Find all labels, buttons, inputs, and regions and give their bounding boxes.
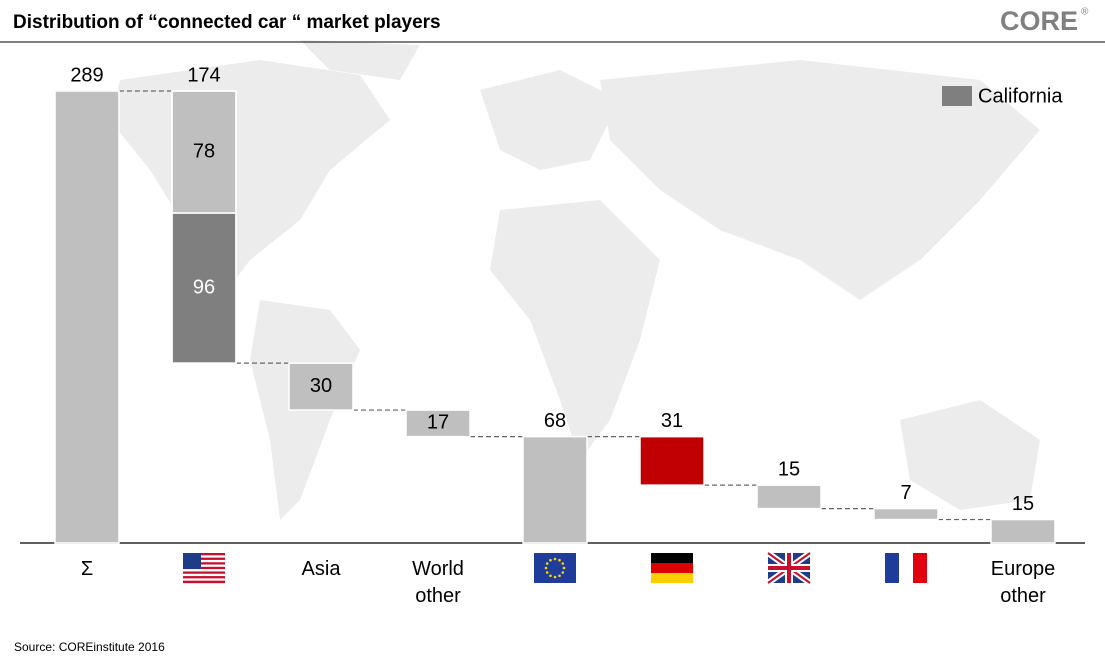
flag-part: [183, 559, 225, 563]
flag-part: [183, 557, 225, 561]
flag: [651, 553, 693, 583]
bar-segment: [171, 90, 237, 214]
flag-part: [768, 566, 810, 570]
value-label: 15: [1012, 493, 1034, 515]
bar: [990, 518, 1056, 544]
flag-part: [651, 553, 693, 563]
flag: [183, 553, 225, 584]
bar: [54, 90, 120, 544]
flag-part: [558, 574, 561, 578]
value-label: 7: [900, 482, 911, 504]
bar: [171, 90, 237, 364]
value-label: 30: [310, 375, 332, 397]
flag-part: [183, 553, 225, 556]
flag-part: [553, 557, 557, 561]
category-label: Σ: [80, 558, 94, 580]
flag-part: [899, 553, 913, 583]
legend-label: California: [978, 85, 1063, 107]
source: Source: COREinstitute 2016: [14, 640, 165, 654]
bar: [288, 362, 354, 411]
flag-part: [183, 562, 225, 565]
value-label: 31: [661, 410, 683, 432]
flag: [534, 553, 576, 583]
flag-part: [183, 580, 225, 584]
flag-part: [549, 558, 552, 562]
bar: [873, 507, 939, 521]
legend-swatch: [942, 86, 972, 106]
flag-part: [183, 555, 225, 558]
flag: [885, 553, 927, 583]
logo: CORE: [1000, 6, 1078, 36]
flag-part: [553, 575, 557, 579]
value-label: 17: [427, 412, 449, 434]
value-label: 68: [544, 410, 566, 432]
title: Distribution of “connected car “ market …: [13, 12, 441, 33]
flag-part: [561, 562, 565, 565]
category-label: Asia: [301, 558, 341, 580]
bar: [522, 435, 588, 544]
flag-part: [183, 578, 225, 581]
flag-part: [562, 566, 566, 570]
segment-label: 78: [193, 140, 215, 162]
flag-part: [913, 553, 927, 583]
flag-part: [183, 573, 225, 577]
value-label: 15: [778, 458, 800, 480]
flag-part: [183, 564, 225, 568]
flag-part: [544, 566, 548, 570]
flag-part: [545, 571, 549, 574]
flag-part: [549, 574, 552, 578]
flag: [766, 550, 812, 586]
segment-label: 96: [193, 276, 215, 298]
flag-part: [183, 566, 225, 570]
flag-part: [558, 558, 561, 562]
flag-part: [183, 569, 225, 572]
flag-part: [545, 562, 549, 565]
value-label: 289: [70, 64, 103, 86]
logo-mark: ®: [1081, 7, 1089, 18]
flag-part: [183, 571, 225, 574]
flag-part: [651, 573, 693, 583]
world-map: [110, 40, 1040, 520]
flag-part: [885, 553, 899, 583]
value-label: 174: [187, 64, 220, 86]
category-label: Europe other: [990, 558, 1056, 607]
bar: [405, 409, 471, 438]
bar: [756, 484, 822, 510]
flag-part: [183, 553, 201, 569]
flag-part: [561, 571, 565, 574]
bar: [639, 435, 705, 486]
flag-part: [183, 576, 225, 579]
category-label: World other: [412, 558, 464, 607]
flag-part: [534, 553, 576, 583]
flag-part: [651, 563, 693, 573]
